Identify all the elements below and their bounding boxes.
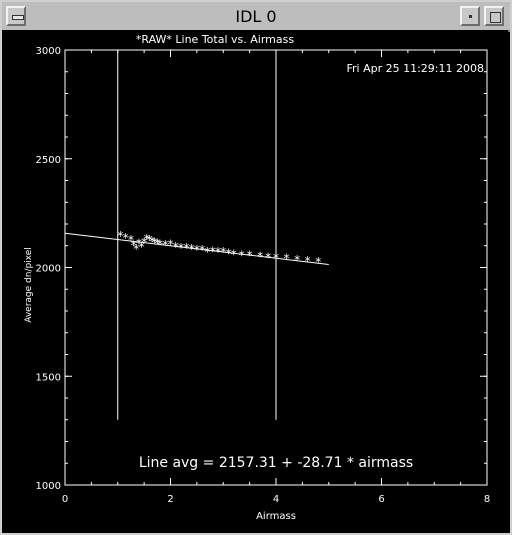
data-point: * — [117, 229, 124, 243]
y-tick-label: 2000 — [36, 264, 61, 275]
data-point: * — [220, 245, 227, 259]
data-point: * — [154, 236, 161, 250]
data-point: * — [204, 245, 211, 259]
y-axis-label: Average dn/pixel — [24, 247, 34, 323]
data-point: * — [272, 251, 279, 265]
data-point: * — [183, 241, 190, 255]
x-tick-label: 2 — [167, 494, 173, 505]
data-point: * — [257, 250, 264, 264]
data-point: * — [264, 251, 271, 265]
data-point: * — [304, 254, 311, 268]
data-point: * — [293, 253, 300, 267]
y-tick-label: 3000 — [36, 46, 61, 57]
data-point: * — [315, 255, 322, 269]
y-tick-label: 2500 — [36, 155, 61, 166]
plot-canvas: *RAW* Line Total vs. Airmass Fri Apr 25 … — [2, 30, 508, 532]
y-tick-label: 1000 — [36, 481, 61, 492]
data-point: * — [188, 242, 195, 256]
data-point: * — [151, 235, 158, 249]
maximize-icon[interactable] — [484, 6, 504, 26]
data-point: * — [138, 240, 145, 254]
fit-line — [64, 232, 329, 266]
x-tick-label: 8 — [484, 494, 490, 505]
data-point: * — [146, 233, 153, 247]
data-point: * — [209, 245, 216, 259]
chart-title: *RAW* Line Total vs. Airmass — [136, 33, 294, 46]
data-point: * — [127, 233, 134, 247]
data-point: * — [230, 247, 237, 261]
data-point: * — [162, 238, 169, 252]
data-point: * — [148, 234, 155, 248]
data-point: * — [130, 239, 137, 253]
data-point: * — [156, 238, 163, 252]
data-point: * — [214, 245, 221, 259]
data-point: * — [193, 243, 200, 257]
data-point: * — [246, 248, 253, 262]
x-axis-label: Airmass — [256, 511, 296, 522]
title-bar[interactable]: IDL 0 — [2, 2, 510, 32]
data-point: * — [283, 252, 290, 266]
x-tick-label: 0 — [62, 494, 68, 505]
data-point: * — [122, 231, 129, 245]
data-point: * — [135, 236, 142, 250]
data-point: * — [177, 241, 184, 255]
data-point: * — [167, 238, 174, 252]
timestamp: Fri Apr 25 11:29:11 2008 — [346, 62, 484, 75]
fit-annotation: Line avg = 2157.31 + -28.71 * airmass — [139, 455, 413, 471]
data-point: * — [225, 246, 232, 260]
data-point: * — [141, 235, 148, 249]
minimize-icon[interactable] — [460, 6, 480, 26]
data-point: * — [143, 232, 150, 246]
x-tick-label: 4 — [273, 494, 279, 505]
data-point: * — [133, 242, 140, 256]
window-menu-icon[interactable] — [6, 6, 26, 26]
data-point: * — [172, 240, 179, 254]
window-title: IDL 0 — [235, 7, 277, 26]
data-point: * — [199, 243, 206, 257]
y-tick-label: 1500 — [36, 372, 61, 383]
x-tick-label: 6 — [378, 494, 384, 505]
data-point: * — [238, 248, 245, 262]
